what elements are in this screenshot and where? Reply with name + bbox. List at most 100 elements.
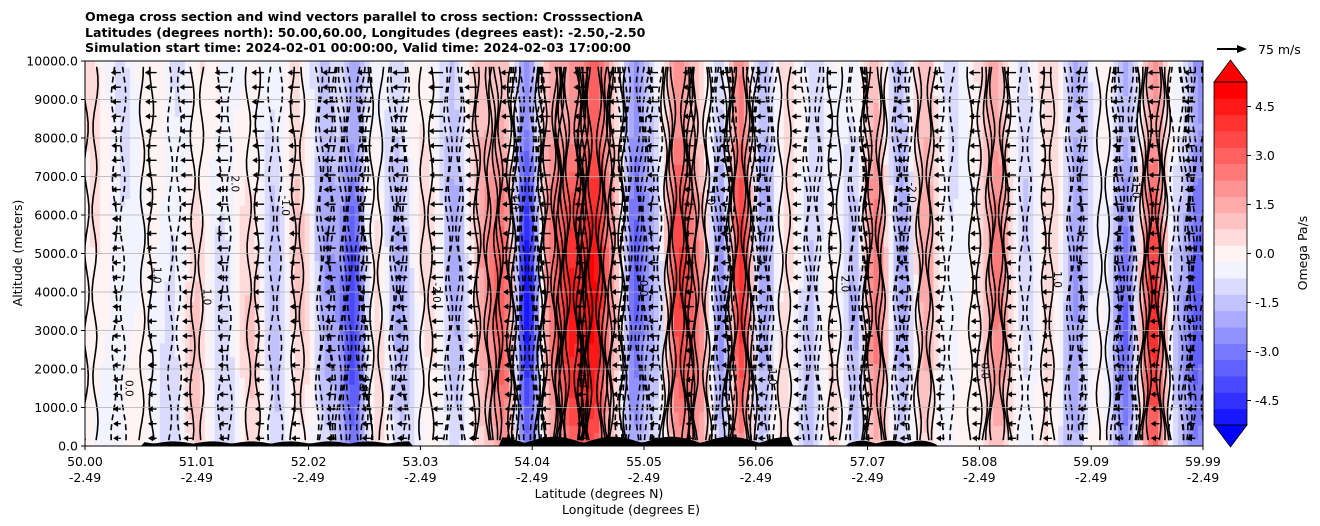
omega-cell (184, 384, 191, 392)
omega-cell (224, 418, 231, 426)
omega-cell (334, 122, 341, 131)
omega-cell (264, 439, 271, 446)
omega-cell (94, 232, 101, 241)
omega-cell (314, 150, 321, 158)
omega-cell (394, 404, 401, 413)
omega-cell (329, 61, 336, 69)
omega-cell (494, 246, 500, 255)
omega-cell (509, 246, 515, 255)
omega-cell (179, 74, 186, 83)
omega-cell (419, 205, 425, 213)
omega-cell (374, 171, 381, 179)
omega-cell (414, 384, 420, 392)
omega-cell (484, 136, 490, 145)
omega-cell (284, 157, 291, 165)
omega-cell (144, 411, 151, 420)
omega-cell (164, 246, 171, 255)
omega-cell (194, 425, 201, 433)
omega-cell (154, 356, 161, 365)
omega-cell (99, 88, 106, 96)
omega-cell (314, 109, 321, 117)
omega-cell (394, 61, 401, 69)
omega-cell (174, 253, 181, 261)
omega-cell (294, 129, 301, 138)
omega-cell (309, 267, 316, 275)
omega-cell (219, 122, 226, 131)
omega-cell (124, 191, 131, 200)
omega-cell (109, 232, 116, 241)
omega-cell (409, 109, 416, 117)
omega-cell (304, 308, 311, 316)
omega-cell (259, 418, 266, 426)
omega-cell (519, 177, 525, 186)
omega-cell (114, 308, 121, 316)
omega-cell (89, 308, 96, 316)
omega-cell (329, 418, 336, 426)
omega-cell (419, 349, 425, 358)
omega-cell (494, 315, 500, 323)
omega-cell (119, 88, 126, 96)
omega-cell (404, 356, 411, 365)
omega-cell (444, 198, 450, 206)
omega-cell (164, 384, 171, 392)
omega-cell (414, 432, 420, 440)
omega-cell (159, 281, 166, 289)
omega-cell (139, 397, 146, 406)
omega-cell (179, 232, 186, 241)
omega-cell (334, 336, 341, 344)
omega-cell (394, 377, 401, 385)
omega-cell (154, 129, 161, 138)
omega-cell (359, 267, 366, 275)
omega-cell (414, 136, 420, 145)
omega-cell (439, 322, 445, 330)
omega-cell (104, 301, 111, 310)
omega-cell (214, 205, 221, 213)
omega-cell (294, 164, 301, 172)
omega-cell (434, 198, 440, 206)
omega-cell (519, 109, 525, 117)
omega-cell (99, 363, 106, 371)
omega-cell (389, 177, 396, 186)
omega-cell (279, 418, 286, 426)
omega-cell (179, 267, 186, 275)
omega-cell (85, 342, 91, 351)
omega-cell (89, 109, 96, 117)
omega-cell (509, 301, 515, 310)
omega-cell (489, 322, 495, 330)
omega-cell (199, 61, 206, 69)
omega-cell (89, 81, 96, 90)
omega-cell (179, 336, 186, 344)
omega-cell (364, 308, 371, 316)
omega-cell (179, 301, 186, 310)
omega-cell (154, 432, 161, 440)
omega-cell (469, 88, 475, 96)
omega-cell (264, 150, 271, 158)
omega-cell (369, 198, 376, 206)
omega-cell (109, 301, 116, 310)
omega-cell (154, 411, 161, 420)
omega-cell (424, 260, 430, 268)
omega-cell (214, 129, 221, 138)
omega-cell (389, 294, 396, 303)
omega-cell (409, 67, 416, 76)
omega-cell (449, 336, 455, 344)
omega-cell (214, 397, 221, 406)
omega-cell (94, 274, 101, 282)
omega-cell (349, 432, 356, 440)
omega-cell (499, 191, 505, 200)
omega-cell (249, 322, 256, 330)
omega-cell (269, 109, 276, 117)
omega-cell (464, 274, 470, 282)
omega-cell (379, 67, 386, 76)
omega-cell (189, 184, 196, 193)
omega-cell (314, 315, 321, 323)
omega-cell (379, 356, 386, 365)
omega-cell (209, 336, 216, 344)
omega-cell (294, 336, 301, 344)
omega-cell (344, 425, 351, 433)
omega-cell (429, 116, 435, 124)
omega-cell (129, 336, 136, 344)
omega-cell (324, 377, 331, 385)
omega-cell (294, 219, 301, 227)
omega-cell (479, 322, 485, 330)
